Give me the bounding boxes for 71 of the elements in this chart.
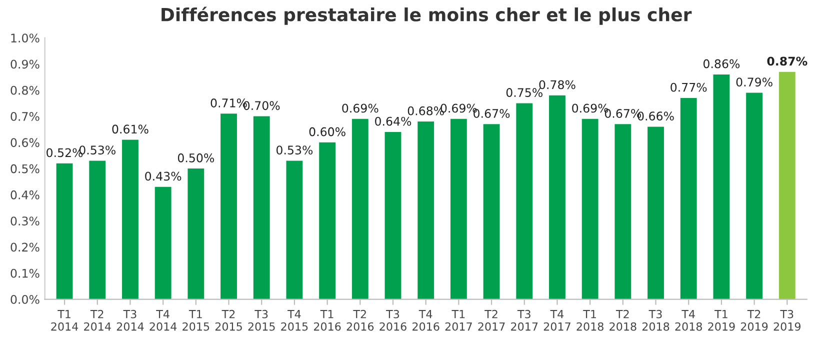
bar <box>122 140 138 300</box>
data-label: 0.61% <box>112 124 148 134</box>
x-tick-label: T3 2014 <box>116 310 144 331</box>
data-label: 0.79% <box>736 78 772 87</box>
x-tick-label: T1 2016 <box>314 310 341 331</box>
x-tick-label: T4 2016 <box>412 310 440 331</box>
bar <box>614 124 632 300</box>
data-label: 0.43% <box>145 172 182 181</box>
data-label: 0.87% <box>767 56 808 66</box>
bar <box>582 118 598 300</box>
bar <box>154 186 172 300</box>
x-tick-label: T1 2015 <box>182 310 210 331</box>
x-tick-label: T3 2019 <box>774 310 800 331</box>
data-label: 0.60% <box>309 127 346 136</box>
bar <box>253 116 270 300</box>
bar <box>483 124 500 300</box>
x-tick-label: T2 2017 <box>478 310 505 331</box>
bar <box>450 118 467 300</box>
y-tick-label: 0.0% <box>10 295 40 304</box>
x-tick-label: T4 2017 <box>544 310 570 331</box>
x-tick-label: T4 2015 <box>281 310 308 331</box>
x-tick-label: T3 2016 <box>380 310 406 331</box>
bar <box>713 74 730 300</box>
bar <box>778 72 796 300</box>
x-tick-label: T1 2017 <box>445 310 472 331</box>
bar <box>418 122 434 300</box>
y-tick-label: 0.6% <box>10 138 40 148</box>
bar <box>680 98 697 300</box>
x-tick-label: T1 2018 <box>576 310 604 331</box>
x-tick-label: T3 2017 <box>511 310 538 331</box>
y-tick-label: 0.4% <box>10 190 40 200</box>
x-tick-label: T4 2018 <box>675 310 702 331</box>
data-label: 0.75% <box>506 88 542 97</box>
data-label: 0.50% <box>178 153 214 162</box>
bar <box>549 95 566 300</box>
x-tick-label: T2 2015 <box>215 310 242 331</box>
x-tick-label: T2 2016 <box>346 310 374 331</box>
bar <box>384 132 402 300</box>
y-tick-label: 0.3% <box>10 216 40 226</box>
bar <box>286 160 303 300</box>
x-tick-label: T2 2018 <box>610 310 636 331</box>
y-tick-label: 1.0% <box>11 34 40 42</box>
bar <box>516 103 533 300</box>
data-label: 0.53% <box>276 146 313 155</box>
x-tick-label: T3 2015 <box>248 310 275 331</box>
bar <box>89 160 106 300</box>
x-tick-label: T4 2014 <box>150 310 177 331</box>
x-tick-label: T2 2014 <box>84 310 111 331</box>
x-tick-label: T1 2014 <box>51 310 78 331</box>
data-label: 0.78% <box>539 80 576 90</box>
y-tick-label: 0.8% <box>10 86 40 95</box>
x-tick-label: T2 2019 <box>740 310 768 331</box>
data-label: 0.77% <box>670 82 707 92</box>
x-tick-label: T3 2018 <box>642 310 670 331</box>
data-label: 0.64% <box>375 116 412 126</box>
bar <box>319 142 336 300</box>
y-tick-label: 0.1% <box>10 268 40 278</box>
bar <box>648 126 664 300</box>
data-label: 0.86% <box>703 59 740 68</box>
bar <box>56 163 73 300</box>
chart-title: Différences prestataire le moins cher et le plus cher <box>162 6 692 25</box>
x-tick-label: T1 2019 <box>708 310 735 331</box>
bar <box>746 92 763 300</box>
y-tick-label: 0.2% <box>10 242 40 252</box>
data-label: 0.69% <box>342 104 378 113</box>
bar <box>188 168 204 300</box>
y-tick-label: 0.5% <box>10 164 40 174</box>
y-tick-label: 0.9% <box>10 60 40 69</box>
y-tick-label: 0.7% <box>10 112 40 121</box>
bar <box>352 118 368 300</box>
bar <box>220 114 237 300</box>
